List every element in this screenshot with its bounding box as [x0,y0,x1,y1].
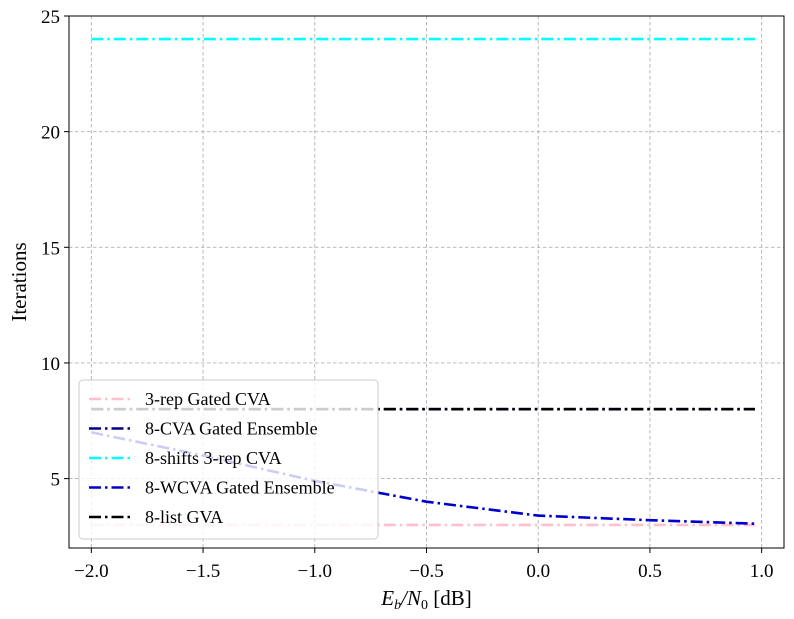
legend-box [78,379,379,540]
legend-label: 8-CVA Gated Ensemble [145,419,318,439]
y-tick-label: 5 [51,470,61,491]
legend-label: 8-list GVA [145,507,223,527]
legend-label: 8-shifts 3-rep CVA [145,448,282,468]
x-tick-label: −0.5 [409,561,443,582]
x-axis-label-main: E [380,586,394,610]
x-tick-label: −2.0 [74,561,108,582]
y-tick-label: 10 [41,354,60,375]
x-axis-label-tail: [dB] [428,586,472,610]
y-tick-label: 15 [41,238,60,259]
x-tick-label: 0.5 [638,561,662,582]
y-tick-label: 20 [41,123,60,144]
x-axis-label-sub1: b [394,598,401,613]
legend-label: 8-WCVA Gated Ensemble [145,478,335,498]
x-tick-label: 1.0 [750,561,774,582]
ticks: −2.0 −1.5 −1.0 −0.5 0.0 0.5 1.0 5 10 15 20 25 [41,7,774,582]
x-axis-label-mid: /N [400,586,422,610]
x-tick-label: −1.0 [298,561,332,582]
x-axis-label-sub2: 0 [421,598,428,613]
y-tick-label: 25 [41,7,60,28]
legend-label: 3-rep Gated CVA [145,389,271,409]
x-axis-label: Eb/N0 [dB] [380,586,471,613]
x-tick-label: −1.5 [186,561,220,582]
y-axis-label: Iterations [7,242,31,321]
x-tick-label: 0.0 [526,561,550,582]
legend: 3-rep Gated CVA 8-CVA Gated Ensemble 8-shi… [78,379,379,540]
